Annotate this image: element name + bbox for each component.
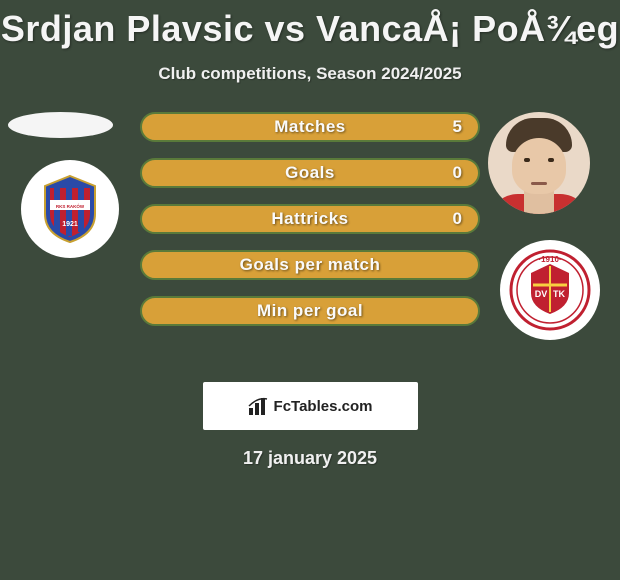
svg-text:·1910·: ·1910· (538, 255, 561, 264)
dvtk-shield-icon: ·1910· DV TK (509, 249, 591, 331)
fctables-branding: FcTables.com (203, 382, 418, 430)
club-right-badge: ·1910· DV TK (500, 240, 600, 340)
stat-bar: Hattricks0 (140, 204, 480, 234)
stat-bar: Matches5 (140, 112, 480, 142)
stat-bar-label: Matches (142, 117, 478, 137)
rakow-shield-icon: RKS RAKÓW 1921 (40, 174, 100, 244)
player-right-avatar (488, 112, 590, 214)
bar-chart-icon (248, 396, 270, 416)
svg-text:DV: DV (535, 289, 548, 299)
comparison-subtitle: Club competitions, Season 2024/2025 (0, 64, 620, 84)
stat-bar-value: 5 (453, 117, 462, 137)
svg-text:TK: TK (553, 289, 565, 299)
stat-bar-value: 0 (453, 163, 462, 183)
comparison-title: Srdjan Plavsic vs VancaÅ¡ PoÅ¾eg (0, 0, 620, 50)
svg-text:RKS RAKÓW: RKS RAKÓW (56, 202, 85, 209)
stat-bar: Goals per match (140, 250, 480, 280)
branding-text: FcTables.com (274, 398, 373, 415)
svg-text:1921: 1921 (62, 221, 78, 228)
club-left-badge: RKS RAKÓW 1921 (21, 160, 119, 258)
stat-bar: Goals0 (140, 158, 480, 188)
player-left-avatar (8, 112, 113, 138)
stat-bar-label: Hattricks (142, 209, 478, 229)
stat-bars: Matches5Goals0Hattricks0Goals per matchM… (140, 112, 480, 342)
comparison-content: RKS RAKÓW 1921 ·1910· DV TK Matches5 Goal… (0, 112, 620, 372)
stat-bar-label: Goals per match (142, 255, 478, 275)
snapshot-date: 17 january 2025 (0, 448, 620, 469)
stat-bar-value: 0 (453, 209, 462, 229)
stat-bar-label: Min per goal (142, 301, 478, 321)
stat-bar-label: Goals (142, 163, 478, 183)
stat-bar: Min per goal (140, 296, 480, 326)
